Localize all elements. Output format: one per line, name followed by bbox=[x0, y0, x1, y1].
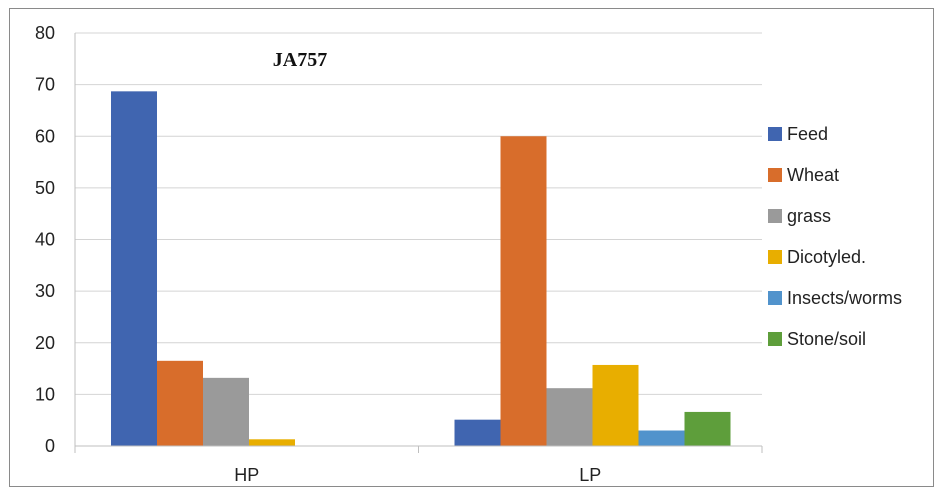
bars bbox=[111, 91, 731, 447]
legend-label: Insects/worms bbox=[787, 288, 902, 308]
y-tick-label: 40 bbox=[35, 230, 55, 250]
y-tick-label: 0 bbox=[45, 436, 55, 456]
bar-feed bbox=[111, 91, 157, 447]
legend-label: Wheat bbox=[787, 165, 839, 185]
legend-swatch bbox=[768, 168, 782, 182]
bar-wheat bbox=[500, 136, 547, 446]
bar-grass bbox=[546, 388, 593, 446]
bar-wheat bbox=[157, 360, 203, 446]
bar-feed bbox=[454, 419, 501, 446]
legend: Feed Wheat grass Dicotyled. Insects/worms Sto… bbox=[768, 124, 902, 349]
y-tick-label: 60 bbox=[35, 126, 55, 146]
y-tick-label: 10 bbox=[35, 384, 55, 404]
y-tick-label: 30 bbox=[35, 281, 55, 301]
x-category-label: HP bbox=[234, 465, 259, 485]
bar-dicotyled- bbox=[249, 439, 295, 446]
legend-swatch bbox=[768, 127, 782, 141]
legend-swatch bbox=[768, 332, 782, 346]
legend-label: Dicotyled. bbox=[787, 247, 866, 267]
y-tick-label: 20 bbox=[35, 333, 55, 353]
bar-stone-soil bbox=[684, 411, 731, 446]
legend-swatch bbox=[768, 291, 782, 305]
legend-label: Stone/soil bbox=[787, 329, 866, 349]
y-tick-label: 80 bbox=[35, 23, 55, 43]
bar-dicotyled- bbox=[592, 364, 639, 446]
legend-swatch bbox=[768, 250, 782, 264]
legend-swatch bbox=[768, 209, 782, 223]
y-tick-label: 50 bbox=[35, 178, 55, 198]
x-category-label: LP bbox=[579, 465, 601, 485]
chart-title: JA757 bbox=[273, 49, 327, 71]
bar-grass bbox=[203, 377, 249, 446]
axes: 0 10 20 30 40 50 60 70 80 HP LP bbox=[9, 8, 934, 487]
y-tick-label: 70 bbox=[35, 75, 55, 95]
legend-label: Feed bbox=[787, 124, 828, 144]
legend-label: grass bbox=[787, 206, 831, 226]
bar-insects-worms bbox=[638, 430, 685, 446]
chart-frame bbox=[9, 8, 934, 487]
gridlines bbox=[75, 32, 762, 395]
